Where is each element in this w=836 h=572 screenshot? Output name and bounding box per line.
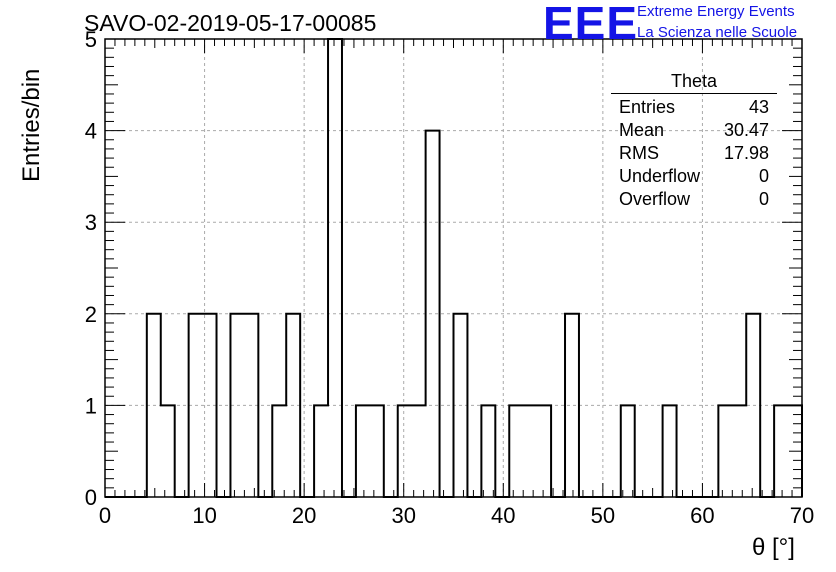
- stat-value: 17.98: [723, 143, 769, 163]
- x-tick-label: 0: [99, 503, 111, 528]
- y-tick-label: 0: [85, 485, 97, 510]
- x-tick-label: 50: [591, 503, 615, 528]
- stats-row-rms: RMS 17.98: [611, 142, 777, 165]
- y-tick-label: 3: [85, 210, 97, 235]
- x-tick-label: 70: [790, 503, 814, 528]
- histogram-bar: [718, 405, 732, 497]
- histogram-bar: [732, 405, 746, 497]
- logo-line-1: Extreme Energy Events: [637, 3, 795, 20]
- stat-label: Overflow: [619, 189, 691, 209]
- stat-label: Underflow: [619, 166, 701, 186]
- histogram-bar: [509, 405, 523, 497]
- y-tick-label: 2: [85, 302, 97, 327]
- stat-value: 0: [758, 166, 769, 186]
- stat-label: Mean: [619, 120, 665, 140]
- stat-value: 30.47: [723, 120, 769, 140]
- x-tick-label: 60: [690, 503, 714, 528]
- x-axis-label: θ [°]: [752, 534, 795, 561]
- histogram-bar: [663, 405, 677, 497]
- axes: 0 10 20 30 40 50 60 70 0 1 2 3 4 5: [85, 27, 814, 528]
- histogram-bar: [537, 405, 551, 497]
- x-tick-label: 30: [391, 503, 415, 528]
- histogram-bar: [314, 405, 328, 497]
- x-tick-label: 20: [292, 503, 316, 528]
- y-axis-label: Entries/bin: [18, 68, 45, 182]
- histogram-bar: [161, 405, 175, 497]
- histogram-bar: [370, 405, 384, 497]
- histogram-bar: [328, 39, 342, 497]
- stats-row-mean: Mean 30.47: [611, 119, 777, 142]
- stats-box: Theta Entries 43 Mean 30.47 RMS 17.98 Un…: [611, 71, 777, 211]
- histogram-bar: [523, 405, 537, 497]
- stats-row-overflow: Overflow 0: [611, 188, 777, 211]
- histogram-bar: [356, 405, 370, 497]
- y-tick-label: 4: [85, 119, 97, 144]
- stats-row-entries: Entries 43: [611, 96, 777, 119]
- histogram-bar: [272, 405, 286, 497]
- y-tick-label: 5: [85, 27, 97, 52]
- stat-value: 43: [748, 97, 769, 117]
- x-tick-label: 40: [491, 503, 515, 528]
- histogram-bar: [621, 405, 635, 497]
- stats-row-underflow: Underflow 0: [611, 165, 777, 188]
- chart-title: SAVO-02-2019-05-17-00085: [84, 10, 377, 36]
- y-tick-label: 1: [85, 393, 97, 418]
- eee-logo: EEE: [543, 0, 639, 49]
- histogram-bar: [481, 405, 495, 497]
- x-tick-label: 10: [192, 503, 216, 528]
- histogram-bar: [412, 405, 426, 497]
- histogram-bar: [398, 405, 412, 497]
- stats-title: Theta: [611, 71, 777, 94]
- histogram-bar: [774, 405, 788, 497]
- stat-value: 0: [758, 189, 769, 209]
- logo-line-2: La Scienza nelle Scuole: [637, 24, 798, 41]
- stat-label: RMS: [619, 143, 659, 163]
- stat-label: Entries: [619, 97, 676, 117]
